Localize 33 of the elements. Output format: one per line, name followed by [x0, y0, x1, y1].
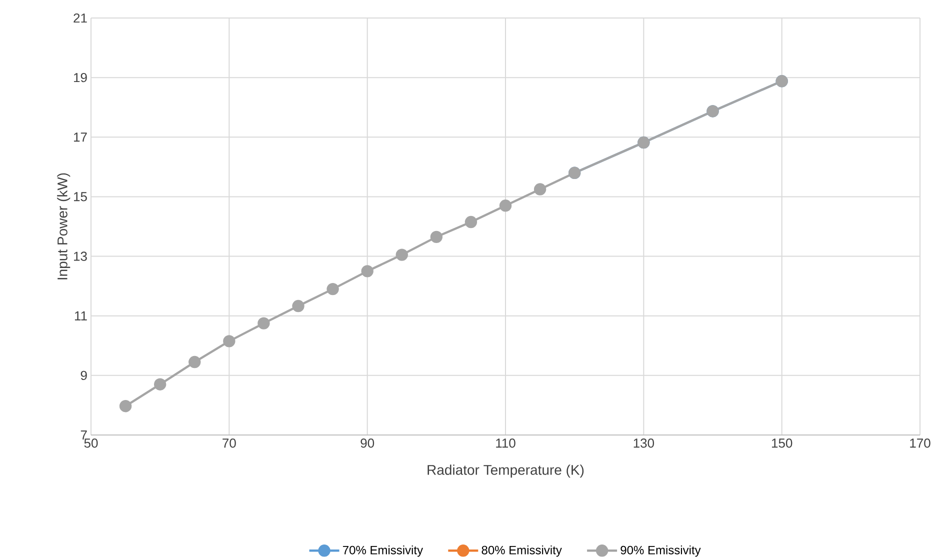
y-tick-label: 13 [74, 252, 87, 261]
point [119, 400, 132, 412]
x-tick-label: 150 [772, 438, 792, 448]
y-tick-label: 9 [80, 370, 87, 380]
point [361, 265, 374, 278]
y-tick-label: 17 [74, 132, 87, 142]
x-tick-label: 130 [634, 438, 654, 448]
y-tick-label: 11 [74, 311, 87, 320]
point [326, 282, 339, 296]
x-tick-label: 90 [360, 438, 374, 448]
point [154, 378, 166, 390]
y-axis-title: Input Power (kW) [57, 173, 70, 280]
y-tick-label: 19 [74, 72, 87, 82]
x-tick-label: 110 [496, 438, 516, 448]
point [292, 300, 304, 312]
point [430, 230, 443, 244]
point [464, 216, 478, 228]
x-axis-title: Radiator Temperature (K) [428, 464, 584, 478]
point [499, 200, 512, 212]
legend-label: 80% Emissivity [482, 546, 562, 557]
point [534, 183, 546, 196]
point [188, 356, 201, 368]
point [258, 317, 270, 330]
y-tick-label: 21 [74, 13, 87, 23]
point [396, 248, 408, 261]
legend-label: 70% Emissivity [342, 546, 424, 557]
y-tick-label: 15 [74, 192, 87, 202]
x-tick-label: 50 [84, 438, 98, 448]
x-tick-label: 170 [910, 438, 930, 448]
point [223, 335, 236, 348]
x-tick-label: 70 [222, 438, 236, 448]
legend-label: 90% Emissivity [620, 546, 701, 557]
y-tick-label: 7 [80, 430, 87, 440]
